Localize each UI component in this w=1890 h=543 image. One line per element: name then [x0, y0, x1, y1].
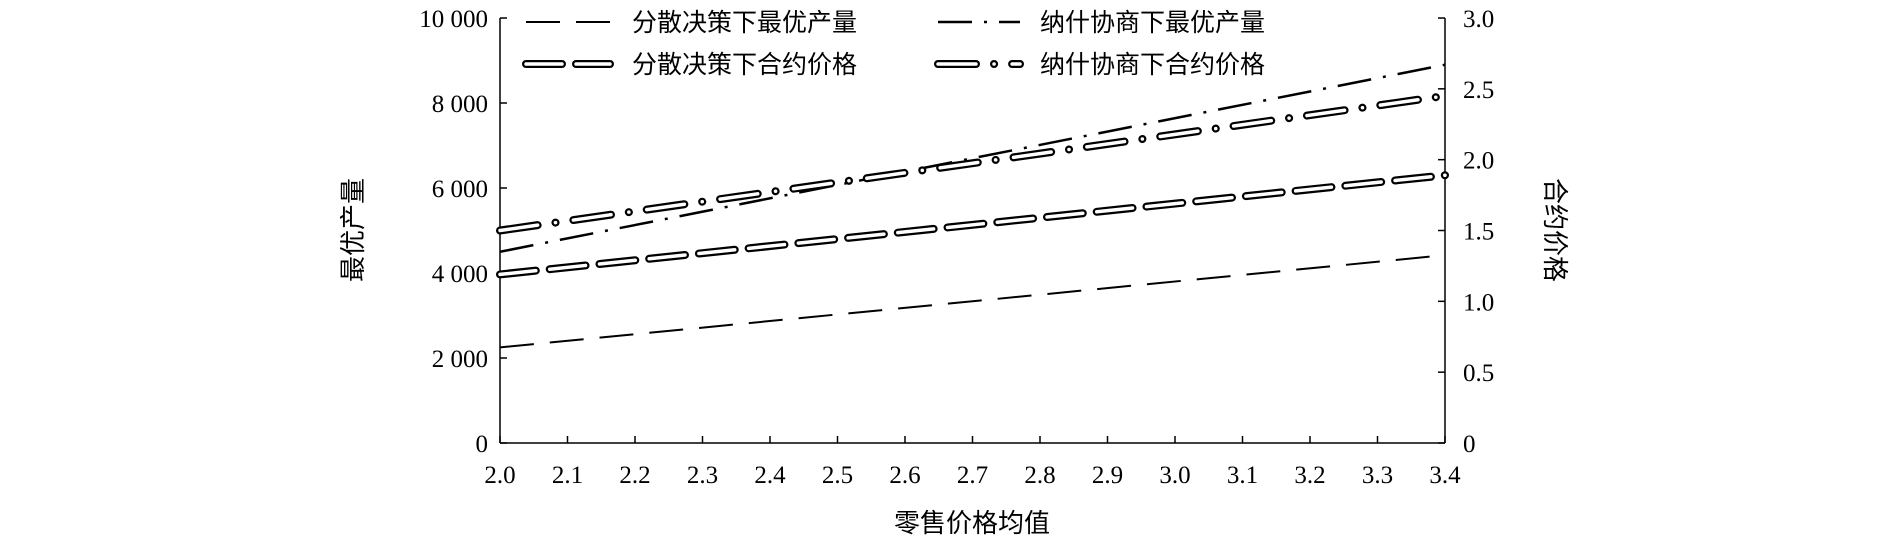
y-left-tick-label: 10 000 [419, 6, 488, 33]
plot-area [499, 18, 1446, 444]
y-axis-right-title: 合约价格 [1539, 178, 1569, 282]
legend-label: 纳什协商下最优产量 [1040, 8, 1265, 37]
series-line-4 [496, 91, 1449, 235]
y-right-tick-label: 0 [1463, 431, 1476, 458]
y-left-tick-label: 2 000 [432, 346, 488, 373]
x-tick-label: 3.4 [1429, 462, 1461, 489]
legend-label: 纳什协商下合约价格 [1040, 50, 1265, 79]
legend-label: 分散决策下合约价格 [632, 50, 857, 79]
legend-item: 纳什协商下最优产量 [938, 8, 1265, 37]
y-right-tick-label: 1.5 [1463, 219, 1494, 246]
legend-item: 分散决策下合约价格 [522, 50, 857, 79]
y-right-tick-label: 3.0 [1463, 6, 1494, 33]
x-tick-label: 2.7 [957, 462, 988, 489]
x-axis-title: 零售价格均值 [894, 509, 1050, 539]
y-axis-left-title: 最优产量 [339, 178, 369, 282]
x-tick-label: 2.9 [1092, 462, 1123, 489]
x-tick-label: 2.5 [822, 462, 853, 489]
x-ticks: 2.0 2.1 2.2 2.3 2.4 2.5 2.6 2.7 2.8 2.9 3.0 3.1 3.2 3… [484, 436, 1461, 489]
y-left-ticks: 0 2 000 4 000 6 000 8 000 10 000 [419, 6, 507, 458]
series-line-2 [499, 63, 1446, 253]
y-right-tick-label: 1.0 [1463, 289, 1494, 316]
y-left-tick-label: 8 000 [432, 91, 488, 118]
y-right-ticks: 0 0.5 1.0 1.5 2.0 2.5 3.0 [1438, 6, 1494, 458]
y-left-tick-label: 0 [476, 431, 489, 458]
x-tick-label: 3.0 [1159, 462, 1190, 489]
x-tick-label: 2.1 [552, 462, 583, 489]
x-tick-label: 2.3 [687, 462, 718, 489]
x-tick-label: 2.2 [619, 462, 650, 489]
x-tick-label: 3.3 [1362, 462, 1393, 489]
x-tick-label: 2.6 [889, 462, 920, 489]
y-left-tick-label: 4 000 [432, 261, 488, 288]
y-right-tick-label: 2.5 [1463, 77, 1494, 104]
legend-label: 分散决策下最优产量 [632, 8, 857, 37]
x-tick-label: 2.4 [754, 462, 786, 489]
x-tick-label: 3.2 [1294, 462, 1325, 489]
y-right-tick-label: 2.0 [1463, 148, 1494, 175]
y-left-tick-label: 6 000 [432, 176, 488, 203]
legend-item: 纳什协商下合约价格 [934, 50, 1265, 79]
legend-item: 分散决策下最优产量 [526, 8, 857, 37]
series-line-1 [499, 254, 1446, 349]
series-layer [496, 63, 1449, 349]
x-tick-label: 2.8 [1024, 462, 1055, 489]
series-line-3 [496, 171, 1449, 279]
x-tick-label: 2.0 [484, 462, 515, 489]
y-right-tick-label: 0.5 [1463, 360, 1494, 387]
x-tick-label: 3.1 [1227, 462, 1258, 489]
